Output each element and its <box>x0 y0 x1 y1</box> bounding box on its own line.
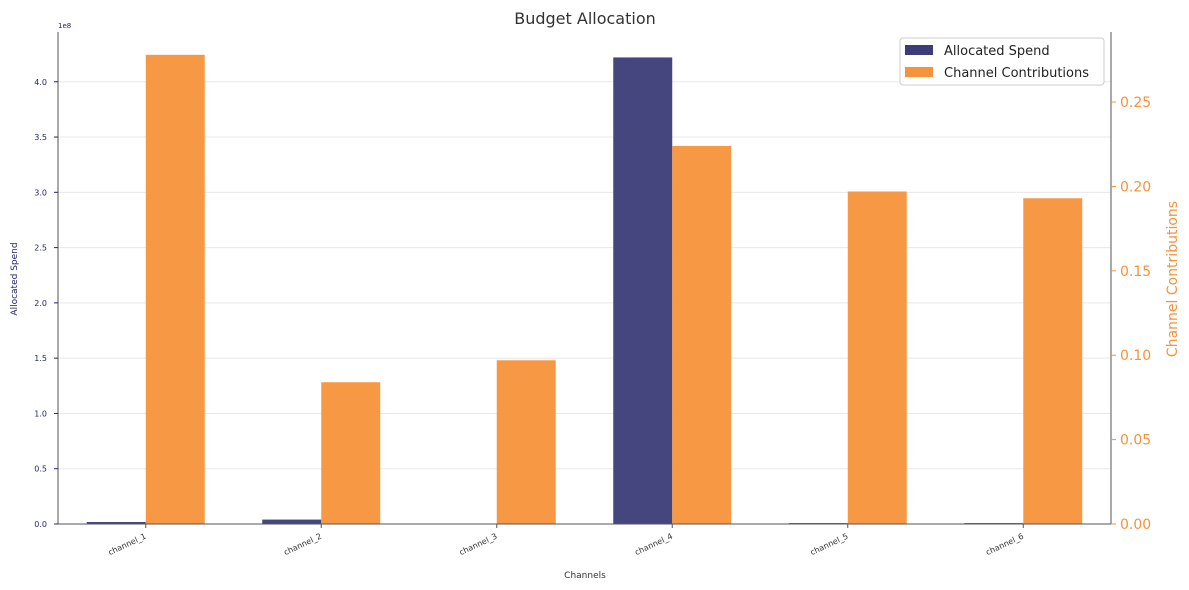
legend-swatch-allocated-spend <box>905 45 933 55</box>
left-axis-label: Allocated Spend <box>10 242 20 315</box>
x-tick-label-channel_5: channel_5 <box>809 532 850 557</box>
left-tick-label: 2.0 <box>34 299 47 308</box>
right-tick-label: 0.25 <box>1120 95 1151 111</box>
right-tick-label: 0.10 <box>1120 348 1151 364</box>
left-tick-label: 1.0 <box>34 409 47 418</box>
bar-channel-contributions-channel_3 <box>496 360 556 524</box>
bar-channel-contributions-channel_1 <box>145 54 205 525</box>
gridlines <box>58 81 1111 470</box>
right-tick-label: 0.20 <box>1120 179 1151 195</box>
legend-label-allocated-spend: Allocated Spend <box>944 44 1050 59</box>
x-axis-ticks: channel_1 channel_2 channel_3 channel_4 chan… <box>107 524 1025 557</box>
right-axis-ticks: 0.00 0.05 0.10 0.15 0.20 0.25 <box>1111 95 1151 533</box>
left-tick-label: 1.5 <box>34 354 47 363</box>
left-tick-label: 2.5 <box>34 244 47 253</box>
x-tick-label-channel_1: channel_1 <box>107 532 148 557</box>
left-tick-label: 3.0 <box>34 188 47 197</box>
right-tick-label: 0.00 <box>1120 517 1151 533</box>
left-tick-label: 4.0 <box>34 78 47 87</box>
bar-channel-contributions-channel_4 <box>672 145 732 524</box>
x-tick-label-channel_4: channel_4 <box>633 532 674 557</box>
left-tick-label: 0.5 <box>34 465 47 474</box>
left-axis-multiplier: 1e8 <box>58 22 71 30</box>
left-tick-label: 3.5 <box>34 133 47 142</box>
x-tick-label-channel_6: channel_6 <box>984 532 1025 557</box>
bar-allocated-spend-channel_4 <box>613 57 673 525</box>
x-tick-label-channel_3: channel_3 <box>458 532 499 557</box>
legend-label-channel-contributions: Channel Contributions <box>944 66 1089 81</box>
bar-channel-contributions-channel_2 <box>321 382 381 524</box>
legend-box <box>899 37 1105 86</box>
x-axis-label: Channels <box>564 571 606 581</box>
left-tick-label: 0.0 <box>34 520 47 529</box>
left-axis-ticks: 0.0 0.5 1.0 1.5 2.0 2.5 3.0 3.5 4.0 <box>34 78 58 529</box>
right-tick-label: 0.15 <box>1120 264 1151 280</box>
x-tick-label-channel_2: channel_2 <box>282 532 323 557</box>
bar-allocated-spend-channel_1 <box>86 522 146 524</box>
bar-channel-contributions-channel_6 <box>1023 198 1083 524</box>
axes <box>57 32 1112 525</box>
legend-swatch-channel-contributions <box>905 67 933 77</box>
right-tick-label: 0.05 <box>1120 433 1151 449</box>
bar-allocated-spend-channel_2 <box>262 519 322 524</box>
bar-channel-contributions-channel_5 <box>847 191 907 524</box>
right-axis-label: Channel Contributions <box>1165 201 1181 357</box>
chart-legend: Allocated Spend Channel Contributions <box>899 37 1105 86</box>
bars <box>86 54 1083 525</box>
chart-title: Budget Allocation <box>514 9 656 28</box>
